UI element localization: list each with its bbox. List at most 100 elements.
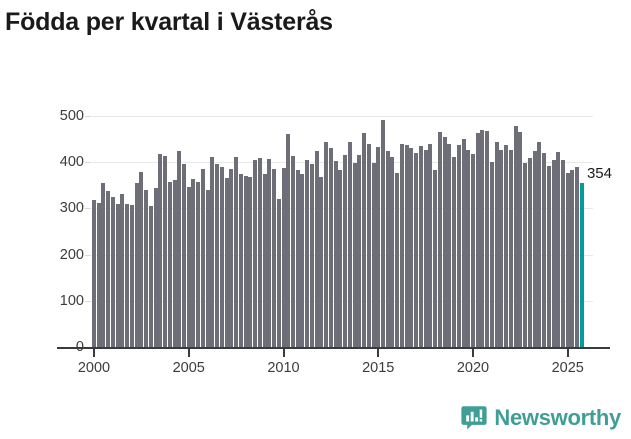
bar [224,177,229,347]
bar [290,156,295,347]
bar [489,162,494,347]
bar [200,169,205,347]
gridline [92,208,593,210]
bar [371,163,376,347]
x-tick-mark [377,349,380,357]
x-tick-label: 2010 [267,360,300,376]
bar [191,178,196,347]
bar [205,189,210,347]
bar [532,150,537,347]
logo-text: Newsworthy [494,405,621,430]
bar [452,157,457,347]
x-tick-label: 2025 [551,360,584,376]
bar [186,186,191,347]
plot-area [92,102,593,347]
bar [281,167,286,347]
bar [257,158,262,347]
y-tick-mark [85,162,91,164]
bar [238,173,243,347]
y-tick-mark [85,254,91,256]
bar [418,145,423,347]
bar [234,157,239,347]
bar [362,132,367,347]
bar [158,153,163,347]
chart-title: Födda per kvartal i Västerås [5,8,333,36]
bar [561,160,565,347]
bar [523,163,528,347]
bar [409,148,414,347]
x-tick-label: 2020 [456,360,490,376]
bar [565,172,570,347]
bar [347,141,352,347]
gridline [92,300,593,302]
bar [272,169,277,347]
gridline [92,162,593,164]
bar [125,203,130,347]
gridline [92,115,593,117]
bar [144,189,149,347]
bar [442,137,447,347]
bar [471,154,475,347]
y-tick-mark [85,208,91,210]
x-axis: 2000 2005 2010 2015 2020 2025 [0,347,631,387]
bar [380,120,385,347]
y-tick-mark [85,300,91,302]
x-tick-mark [472,349,474,357]
bar [508,150,513,347]
bar [172,179,177,347]
highlight-value-label: 354 [586,165,612,183]
bar [485,131,490,347]
bar [96,203,101,347]
bar [352,163,357,347]
bar [414,152,419,347]
bar [395,172,400,347]
bar [466,149,471,347]
bar [499,149,504,347]
y-tick-label: 100 [59,292,84,309]
x-tick-mark [93,349,95,357]
bar [267,158,272,347]
bar [319,176,324,347]
bar [248,176,253,347]
y-tick-label: 400 [59,154,84,171]
bar [115,203,120,347]
bar [153,187,158,347]
bar [456,145,461,347]
bar [276,199,281,347]
bar [447,143,452,347]
bar [343,155,348,347]
x-tick-mark [187,349,190,357]
bar [480,129,485,347]
bar [120,194,125,347]
bar [575,166,580,347]
bar [215,164,220,347]
bar-chart-bubble-icon [461,405,488,431]
bar [366,143,371,347]
bar [210,157,215,347]
bar [428,144,433,347]
bar [357,155,362,347]
bar [494,141,499,347]
bar [182,164,186,347]
bar [309,163,314,347]
y-tick-mark [85,347,91,349]
bar [504,144,509,347]
bar [423,150,428,347]
bar [324,141,329,347]
bar [167,181,172,347]
bar [461,138,466,347]
bar [328,148,333,347]
bar [338,169,343,347]
bar [399,143,404,347]
bar [546,165,551,347]
bar [333,160,338,347]
bar [300,173,305,347]
bar [219,166,224,347]
y-tick-label: 500 [59,107,84,124]
bar [305,160,310,347]
gridline [92,254,593,256]
bar [475,133,480,347]
bar [437,132,442,347]
bar [106,191,111,347]
bar [295,170,300,347]
